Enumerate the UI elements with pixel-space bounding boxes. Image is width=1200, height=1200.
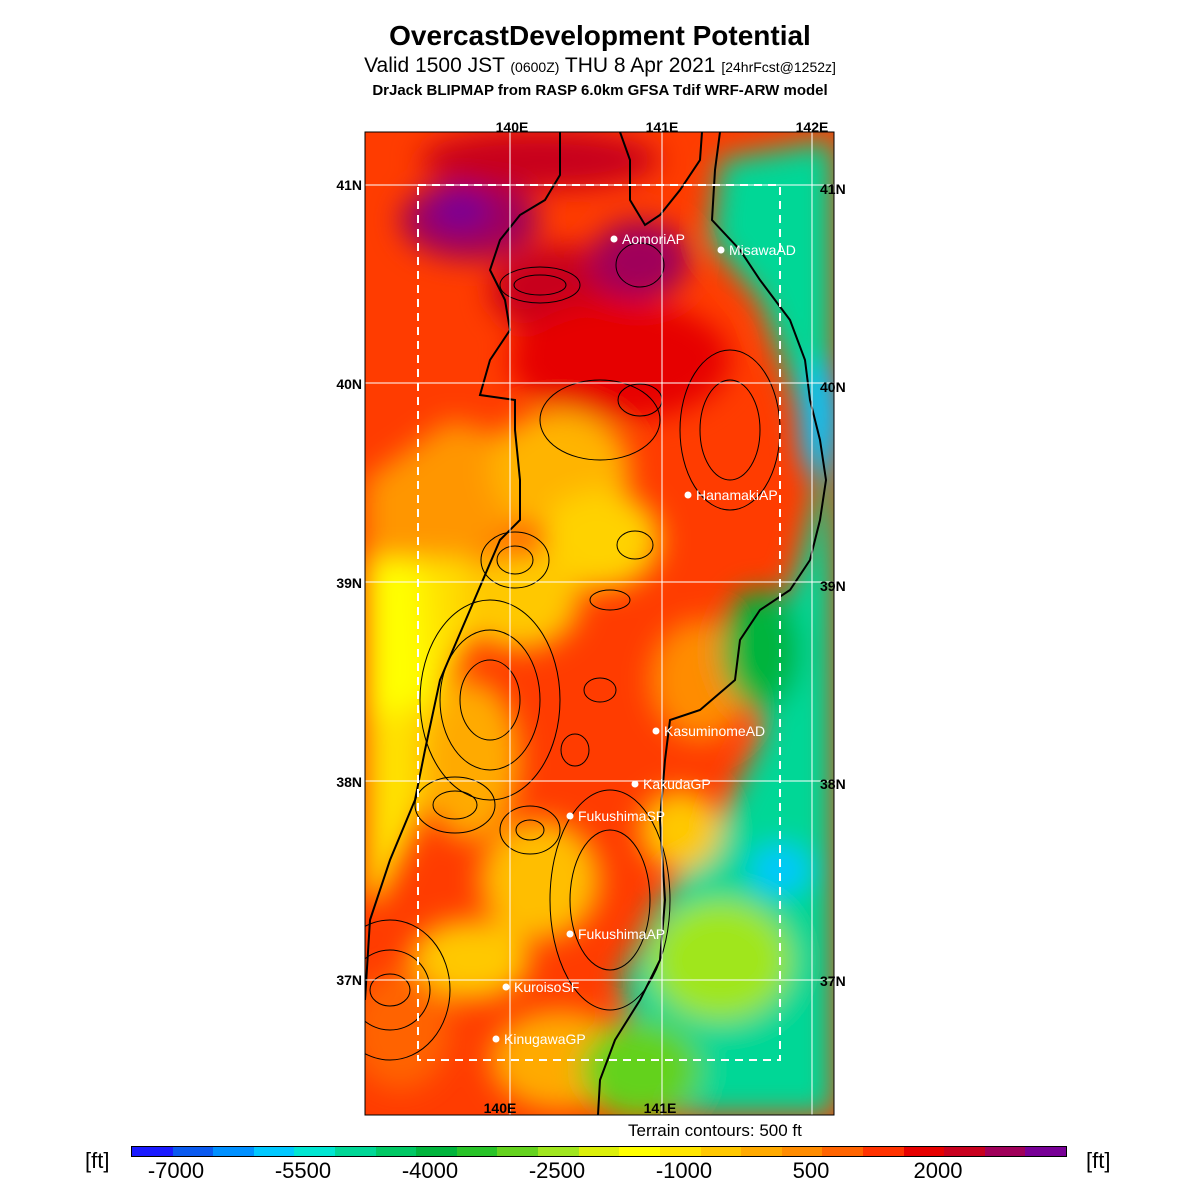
lon-label-bottom: 140E <box>484 1100 517 1116</box>
station-dot[interactable] <box>566 812 574 820</box>
lat-label-right: 37N <box>820 973 846 989</box>
lat-label-right: 39N <box>820 578 846 594</box>
valid-time-line: Valid 1500 JST (0600Z) THU 8 Apr 2021 [2… <box>0 54 1200 78</box>
colorbar-swatch <box>700 1147 742 1156</box>
lat-label-left: 39N <box>336 575 362 591</box>
station-dot[interactable] <box>631 780 639 788</box>
colorbar-swatch <box>497 1147 539 1156</box>
station-label-aomori[interactable]: AomoriAP <box>622 231 685 247</box>
potential-field <box>365 132 834 1115</box>
station-dot[interactable] <box>610 235 618 243</box>
colorbar-label: -5500 <box>274 1158 332 1183</box>
station-label-kuroiso[interactable]: KuroisoSF <box>514 979 579 995</box>
valid-time: Valid 1500 JST <box>364 54 505 77</box>
colorbar-swatch <box>741 1147 782 1156</box>
colorbar-swatch <box>172 1147 214 1156</box>
colorbar-swatch <box>903 1147 945 1156</box>
colorbar-swatch <box>335 1147 376 1156</box>
station-dot[interactable] <box>566 930 574 938</box>
station-label-hanamaki[interactable]: HanamakiAP <box>696 487 778 503</box>
colorbar-label: 2000 <box>913 1158 963 1183</box>
lat-label-left: 41N <box>336 177 362 193</box>
lat-label-left: 38N <box>336 774 362 790</box>
colorbar-swatch <box>659 1147 701 1156</box>
colorbar-swatch <box>862 1147 904 1156</box>
colorbar-swatch <box>213 1147 254 1156</box>
lat-label-right: 40N <box>820 379 846 395</box>
graticule <box>365 132 834 1115</box>
station-label-misawa[interactable]: MisawaAD <box>729 242 796 258</box>
colorbar-swatch <box>132 1147 173 1156</box>
station-markers: AomoriAP MisawaAD HanamakiAP KasuminomeA… <box>492 231 796 1047</box>
lat-label-right: 38N <box>820 776 846 792</box>
station-dot[interactable] <box>502 983 510 991</box>
model-source-line: DrJack BLIPMAP from RASP 6.0km GFSA Tdif… <box>372 82 828 99</box>
colorbar-swatch <box>294 1147 336 1156</box>
station-label-kinugawa[interactable]: KinugawaGP <box>504 1031 586 1047</box>
colorbar-swatch <box>619 1147 660 1156</box>
station-label-fukushima-sp[interactable]: FukushimaSP <box>578 808 665 824</box>
colorbar-label: -2500 <box>528 1158 586 1183</box>
colorbar-swatch <box>1025 1147 1067 1156</box>
colorbar-swatch <box>538 1147 579 1156</box>
colorbar-label: 500 <box>792 1158 830 1183</box>
colorbar-swatch <box>375 1147 417 1156</box>
forecast-date: THU 8 Apr 2021 <box>564 54 716 77</box>
lon-label-top: 141E <box>646 119 679 135</box>
lon-label-top: 142E <box>796 119 829 135</box>
colorbar-swatch <box>781 1147 823 1156</box>
inner-domain-box <box>417 184 781 1061</box>
colorbar-swatch <box>578 1147 620 1156</box>
colorbar-swatch <box>253 1147 295 1156</box>
station-label-kasuminome[interactable]: KasuminomeAD <box>664 723 765 739</box>
lat-label-left: 37N <box>336 972 362 988</box>
station-label-kakuda[interactable]: KakudaGP <box>643 776 711 792</box>
map-title: OvercastDevelopment Potential <box>389 20 811 51</box>
station-dot[interactable] <box>492 1035 500 1043</box>
lat-label-right: 41N <box>820 181 846 197</box>
colorbar-label: -4000 <box>401 1158 459 1183</box>
colorbar-swatch <box>416 1147 457 1156</box>
colorbar-swatch <box>822 1147 863 1156</box>
map-frame <box>364 131 835 1116</box>
station-dot[interactable] <box>717 246 725 254</box>
station-label-fukushima-ap[interactable]: FukushimaAP <box>578 926 665 942</box>
lon-label-bottom: 141E <box>644 1100 677 1116</box>
terrain-contour-note: Terrain contours: 500 ft <box>628 1121 802 1140</box>
colorbar-label: -7000 <box>147 1158 205 1183</box>
forecast-run: [24hrFcst@1252z] <box>721 59 836 75</box>
colorbar-unit-left: [ft] <box>85 1148 110 1173</box>
utc-time: (0600Z) <box>510 59 560 75</box>
colorbar-label: -1000 <box>655 1158 713 1183</box>
colorbar-unit-right: [ft] <box>1086 1148 1111 1173</box>
lon-label-top: 140E <box>496 119 529 135</box>
colorbar <box>131 1146 1067 1157</box>
colorbar-swatch <box>984 1147 1026 1156</box>
station-dot[interactable] <box>652 727 660 735</box>
colorbar-swatch <box>944 1147 985 1156</box>
colorbar-swatch <box>456 1147 498 1156</box>
lat-label-left: 40N <box>336 376 362 392</box>
station-dot[interactable] <box>684 491 692 499</box>
